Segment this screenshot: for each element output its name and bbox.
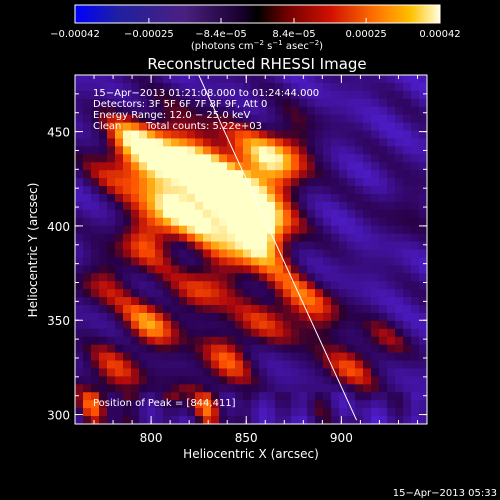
y-tick-label: 450 xyxy=(47,126,70,140)
solar-limb-line xyxy=(198,75,358,421)
x-tick-label: 850 xyxy=(235,431,258,445)
colorbar-tick-label: −0.00025 xyxy=(124,29,174,40)
colorbar-ticks: −0.00042 −0.00025 −8.4e−05 8.4e−05 0.00025 0.… xyxy=(50,18,461,40)
x-axis-label: Heliocentric X (arcsec) xyxy=(183,447,319,461)
peak-position-label: Position of Peak = [844,411] xyxy=(93,398,236,409)
annotations: 15−Apr−2013 01:21:08.000 to 01:24:44.000… xyxy=(93,88,319,409)
detectors-label: Detectors: 3F 5F 6F 7F 8F 9F, Att 0 xyxy=(93,99,267,110)
colorbar-tick-label: 0.00042 xyxy=(419,29,460,40)
colorbar-units: (photons cm−2 s−1 asec−2) xyxy=(191,39,323,52)
heatmap-image xyxy=(75,75,427,424)
y-axis-label: Heliocentric Y (arcsec) xyxy=(26,183,40,318)
total-counts-label: Total counts: 5.22e+03 xyxy=(145,121,262,132)
colorbar-tick-label: −8.4e−05 xyxy=(195,29,247,40)
colorbar xyxy=(74,4,441,24)
clean-label: Clean xyxy=(93,121,121,132)
colorbar-tick-label: 0.00025 xyxy=(345,29,386,40)
y-tick-label: 400 xyxy=(47,220,70,234)
plot-title: Reconstructed RHESSI Image xyxy=(147,55,366,73)
colorbar-tick-label: 8.4e−05 xyxy=(272,29,315,40)
y-tick-label: 350 xyxy=(47,314,70,328)
y-tick-label: 300 xyxy=(47,409,70,423)
plot-frame xyxy=(74,74,428,425)
x-tick-label: 800 xyxy=(140,431,163,445)
x-tick-label: 900 xyxy=(330,431,353,445)
axis-ticks: 800 850 900 300 350 400 450 xyxy=(47,75,427,445)
colorbar-tick-label: −0.00042 xyxy=(50,29,100,40)
time-range-label: 15−Apr−2013 01:21:08.000 to 01:24:44.000 xyxy=(93,88,319,99)
footer-timestamp: 15−Apr−2013 05:33 xyxy=(393,488,497,499)
energy-range-label: Energy Range: 12.0 − 25.0 keV xyxy=(93,110,250,121)
